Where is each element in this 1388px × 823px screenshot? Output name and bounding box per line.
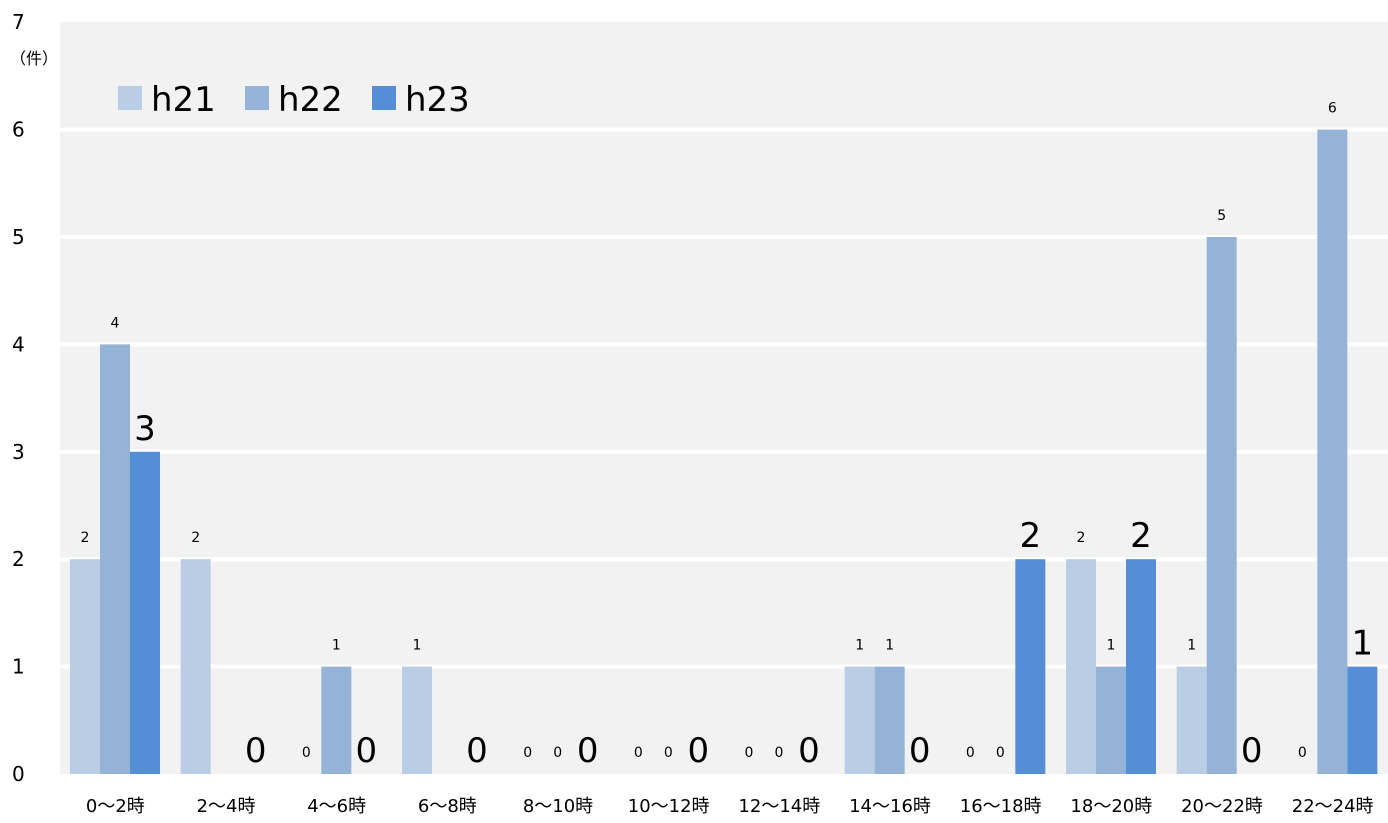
data-label-h21: 0 [1298, 745, 1307, 761]
x-tick-label: 2〜4時 [197, 796, 256, 817]
legend-label-h21: h21 [151, 80, 216, 120]
x-tick-label: 14〜16時 [849, 796, 931, 817]
y-tick-label: 6 [12, 118, 25, 142]
bar-h23 [1126, 559, 1156, 774]
bar-h23 [130, 451, 160, 774]
data-label-h22: 0 [664, 745, 673, 761]
bar-h22 [321, 666, 352, 774]
bar-h21 [402, 666, 432, 774]
bar-h22 [1317, 129, 1348, 775]
data-label-h22: 5 [1217, 208, 1226, 224]
bar-h21 [180, 559, 211, 774]
data-label-h22: 1 [1107, 638, 1116, 654]
bar-h23 [1347, 666, 1378, 774]
y-tick-label: 0 [12, 762, 25, 786]
legend: h21 h22 h23 [118, 80, 470, 120]
data-label-h23: 3 [134, 409, 156, 449]
y-axis-ticks: 0 1 2 3 4 5 6 7 [12, 10, 25, 786]
bar-h21 [1176, 666, 1207, 774]
data-label-h22: 1 [332, 638, 341, 654]
gridlines [60, 127, 1388, 669]
data-label-h21: 0 [634, 745, 643, 761]
x-tick-label: 20〜22時 [1181, 796, 1263, 817]
x-tick-label: 0〜2時 [86, 796, 145, 817]
data-label-h23: 2 [1130, 516, 1152, 556]
data-label-h21: 0 [302, 745, 311, 761]
x-tick-label: 10〜12時 [628, 796, 710, 817]
legend-label-h22: h22 [278, 80, 343, 120]
plot-area [60, 22, 1388, 774]
x-tick-label: 4〜6時 [307, 796, 366, 817]
category-labels: 0〜2時 2〜4時 4〜6時 6〜8時 8〜10時 10〜12時 12〜14時 14〜16時 1… [86, 796, 1374, 817]
data-label-h21: 0 [745, 745, 754, 761]
bar-h21 [844, 666, 875, 774]
bar-h21 [70, 559, 100, 774]
data-label-h22: 1 [885, 638, 894, 654]
data-label-h21: 0 [966, 745, 975, 761]
bar-h22 [874, 666, 905, 774]
legend-swatch-h21 [118, 86, 142, 110]
legend-swatch-h22 [245, 86, 269, 110]
data-label-h23: 0 [909, 731, 931, 771]
data-label-h23: 2 [1020, 516, 1042, 556]
x-tick-label: 22〜24時 [1292, 796, 1374, 817]
data-label-h23: 0 [356, 731, 378, 771]
data-label-h23: 0 [577, 731, 599, 771]
legend-label-h23: h23 [405, 80, 470, 120]
data-label-h21: 2 [1077, 530, 1086, 546]
bars [70, 129, 1378, 775]
y-tick-label: 4 [12, 332, 25, 356]
data-label-h21: 2 [191, 530, 200, 546]
data-label-h21: 1 [1187, 638, 1196, 654]
bar-h21 [1066, 559, 1096, 774]
bar-h22 [100, 344, 130, 774]
data-label-h23: 0 [1241, 731, 1263, 771]
bar-h22 [1096, 666, 1126, 774]
x-tick-label: 12〜14時 [738, 796, 820, 817]
data-label-h23: 1 [1352, 624, 1374, 664]
x-tick-label: 16〜18時 [960, 796, 1042, 817]
data-label-h21: 2 [81, 530, 90, 546]
data-label-h22: 6 [1328, 101, 1337, 117]
y-tick-label: 5 [12, 225, 25, 249]
bar-h23 [1015, 559, 1046, 774]
y-tick-label: 7 [12, 10, 25, 34]
data-label-h23: 0 [798, 731, 820, 771]
data-label-h22: 0 [775, 745, 784, 761]
x-tick-label: 6〜8時 [418, 796, 477, 817]
y-tick-label: 3 [12, 440, 25, 464]
legend-swatch-h23 [372, 86, 396, 110]
bar-h22 [1206, 237, 1237, 774]
data-label-h23: 0 [245, 731, 267, 771]
data-label-h22: 0 [996, 745, 1005, 761]
data-label-h21: 0 [523, 745, 532, 761]
x-tick-label: 18〜20時 [1070, 796, 1152, 817]
y-tick-label: 2 [12, 547, 25, 571]
data-label-h21: 1 [413, 638, 422, 654]
y-tick-label: 1 [12, 655, 25, 679]
y-unit-label: （件） [10, 49, 58, 68]
x-tick-label: 8〜10時 [523, 796, 593, 817]
data-label-h23: 0 [688, 731, 710, 771]
data-label-h21: 1 [855, 638, 864, 654]
data-label-h22: 0 [553, 745, 562, 761]
data-label-h23: 0 [466, 731, 488, 771]
data-label-h22: 4 [111, 315, 120, 331]
